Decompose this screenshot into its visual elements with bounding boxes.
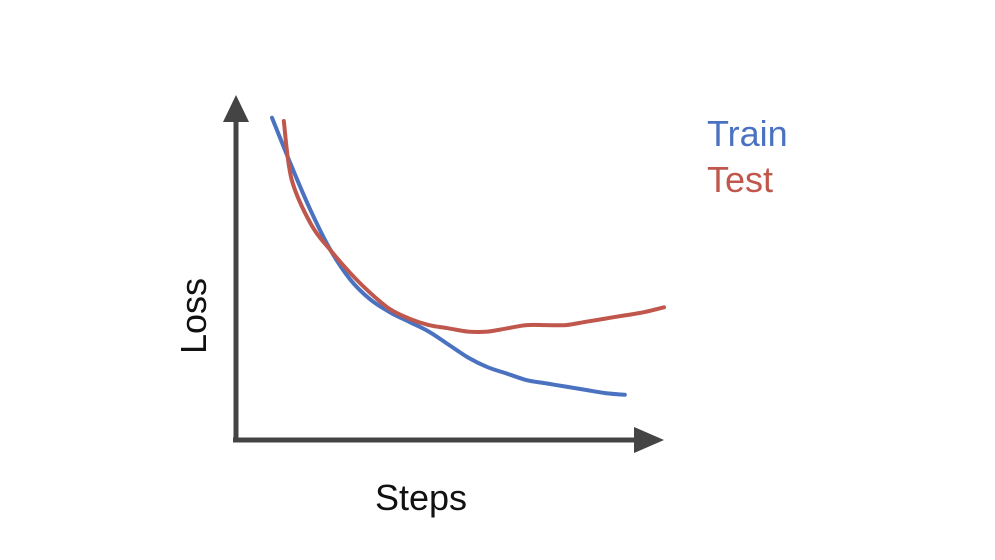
legend-entry-test: Test — [707, 159, 773, 200]
x-axis-label: Steps — [375, 477, 467, 518]
series-line-test — [281, 119, 666, 334]
y-axis-label: Loss — [173, 278, 214, 354]
y-axis-arrowhead — [223, 95, 249, 122]
legend: Train Test — [707, 113, 788, 200]
series-layer — [270, 115, 666, 397]
x-axis-arrowhead — [634, 427, 664, 453]
legend-entry-train: Train — [707, 113, 788, 154]
axes — [223, 95, 664, 453]
series-line-train — [270, 115, 627, 397]
